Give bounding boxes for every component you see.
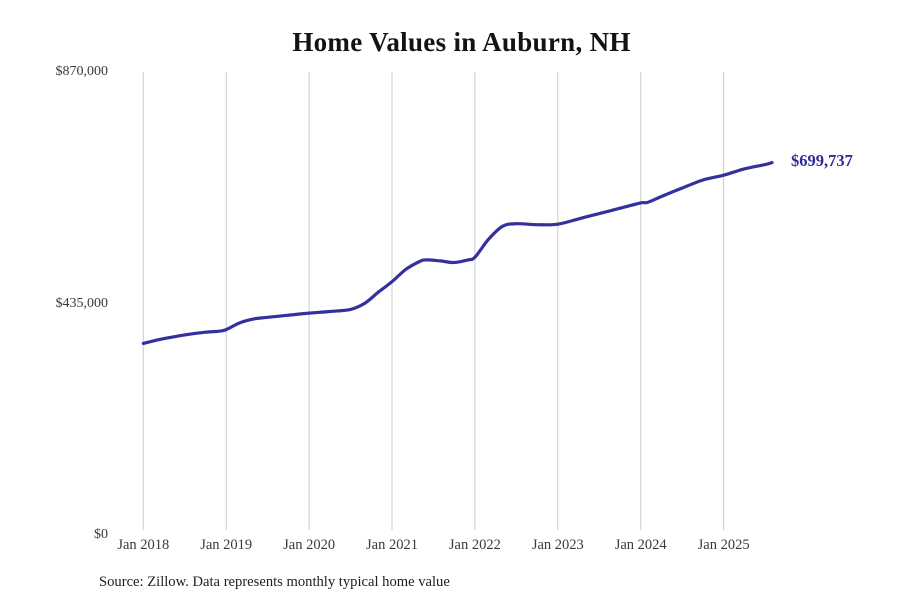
- x-tick-label: Jan 2025: [697, 537, 750, 553]
- home-value-trend-line: [141, 161, 774, 345]
- chart-title: Home Values in Auburn, NH: [292, 27, 631, 57]
- x-tick-label: Jan 2020: [283, 537, 336, 553]
- x-tick-label: Jan 2019: [200, 537, 253, 553]
- x-tick-label: Jan 2021: [366, 537, 418, 553]
- x-tick-label: Jan 2024: [614, 537, 667, 553]
- x-tick-label: Jan 2018: [117, 537, 170, 553]
- y-tick-label: $435,000: [55, 295, 109, 311]
- y-tick-label: $870,000: [55, 64, 109, 79]
- x-tick-label: Jan 2022: [448, 537, 501, 553]
- latest-value-label: $699,737: [791, 151, 853, 170]
- y-tick-label: $0: [94, 527, 108, 542]
- source-note: Source: Zillow. Data represents monthly …: [99, 574, 450, 590]
- x-tick-label: Jan 2023: [531, 537, 584, 553]
- gridlines: [142, 72, 725, 530]
